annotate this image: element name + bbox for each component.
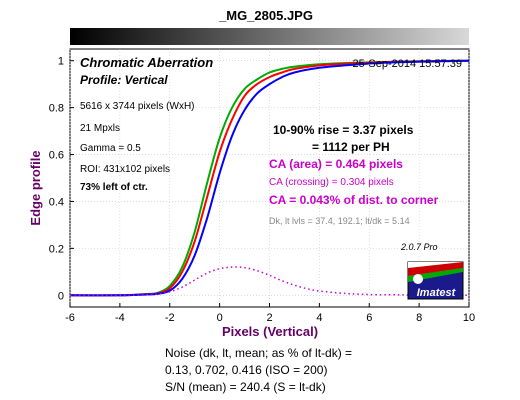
file-title: _MG_2805.JPG [218,8,313,23]
info-line: ROI: 431x102 pixels [80,164,170,175]
info-line-bold: 73% left of ctr. [80,182,148,193]
info-line: 21 Mpxls [80,123,120,134]
grid [69,49,470,307]
y-tick-label: 0.2 [49,243,64,255]
x-axis-label: Pixels (Vertical) [222,324,318,339]
rise-line-2: = 1112 per PH [312,140,390,154]
imatest-logo: Imatest [407,261,464,300]
ca-area: CA (area) = 0.464 pixels [269,157,403,171]
x-tick-label: 2 [266,312,272,324]
y-tick-label: 0.6 [49,150,64,162]
levels-text: Dk, lt lvls = 37.4, 192.1; lt/dk = 5.14 [269,216,410,226]
rise-line-1: 10-90% rise = 3.37 pixels [273,123,414,137]
x-tick-label: 6 [366,312,372,324]
logo-text: Imatest [417,287,457,299]
x-tick-label: -2 [165,312,175,324]
x-tick-label: -4 [115,312,125,324]
y-tick-label: 0.4 [49,196,64,208]
axis-ticks: -6 -4 -2 0 2 4 6 8 10 0 0.2 0.4 0.6 0.8 1 [49,56,475,324]
y-tick-label: 0.8 [49,103,64,115]
ca-crossing: CA (crossing) = 0.304 pixels [269,177,394,188]
ca-corner: CA = 0.043% of dist. to corner [269,193,439,207]
grayscale-strip [70,28,469,45]
y-tick-label: 0 [58,290,64,302]
snr-line: S/N (mean) = 240.4 (S = lt-dk) [165,380,326,394]
version-text: 2.0.7 Pro [400,242,438,252]
x-tick-label: 8 [416,312,422,324]
plot-subtitle: Profile: Vertical [80,73,168,87]
series-group [69,59,470,297]
info-line: Gamma = 0.5 [80,143,141,154]
y-axis-label: Edge profile [28,150,43,225]
x-tick-label: 4 [316,312,322,324]
y-tick-label: 1 [58,56,64,68]
timestamp: 25-Sep-2014 15:57:39 [353,58,462,70]
x-tick-label: 10 [463,312,475,324]
x-tick-label: 0 [217,312,223,324]
noise-line-2: 0.13, 0.702, 0.416 (ISO = 200) [165,363,327,377]
noise-line-1: Noise (dk, lt, mean; as % of lt-dk) = [165,346,352,360]
x-tick-label: -6 [65,312,75,324]
plot-title: Chromatic Aberration [80,55,213,70]
info-line: 5616 x 3744 pixels (WxH) [80,101,195,112]
